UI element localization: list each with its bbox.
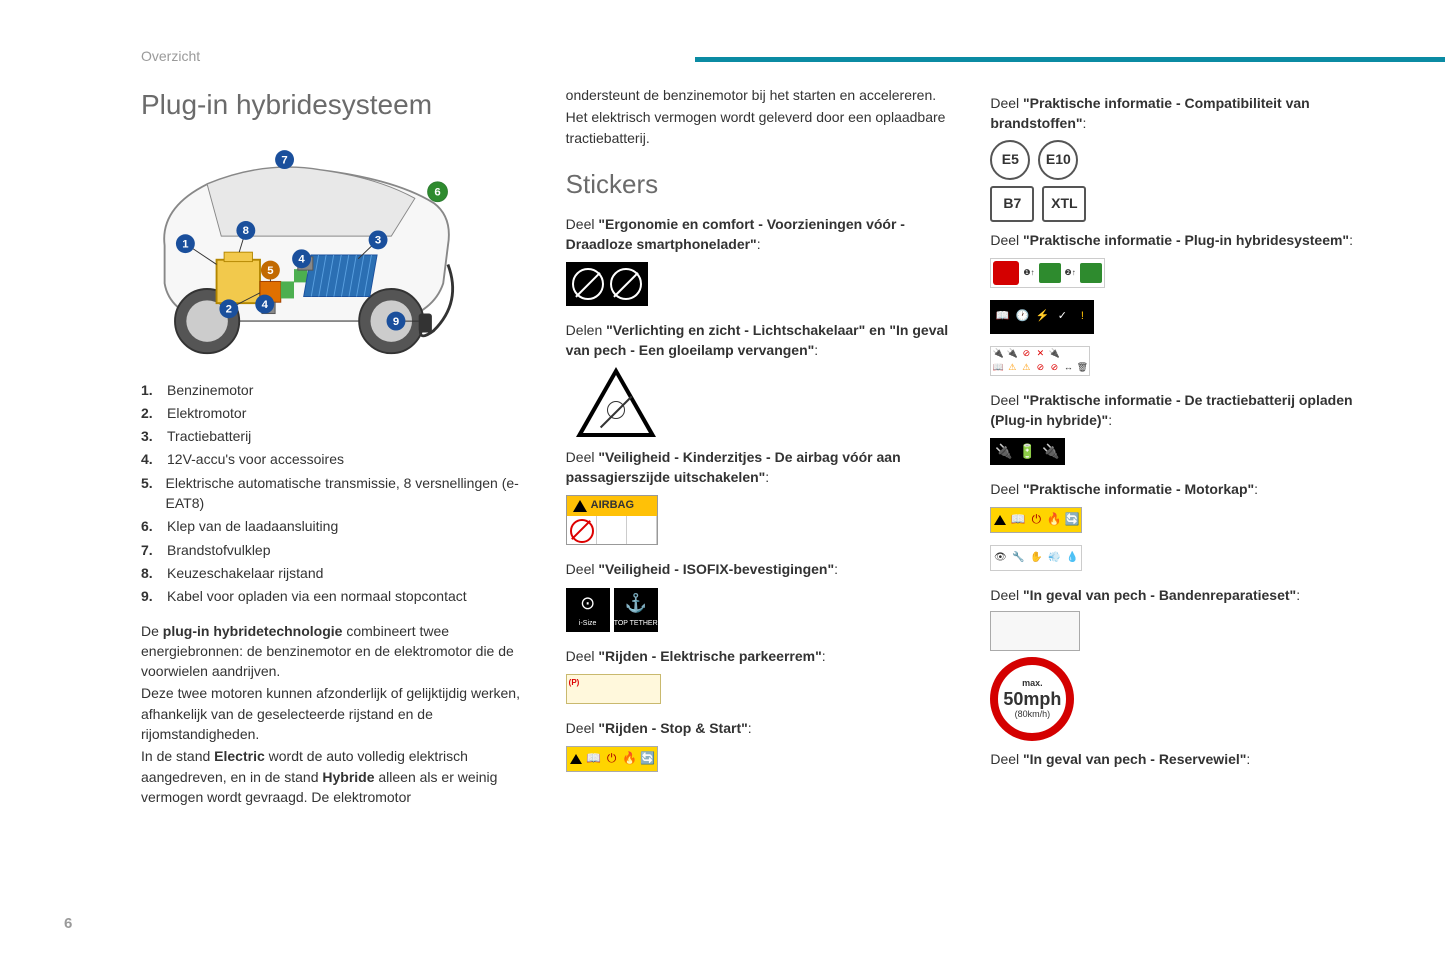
prohibit-icon bbox=[610, 268, 642, 300]
part-9: 9.Kabel voor opladen via een normaal sto… bbox=[141, 586, 536, 606]
fuel-e10-icon: E10 bbox=[1038, 140, 1078, 180]
svg-text:6: 6 bbox=[434, 186, 440, 198]
isofix-isize: ⊙i-Size bbox=[566, 588, 610, 632]
sticker-airbag: AIRBAG bbox=[566, 495, 658, 545]
part-6: 6.Klep van de laadaansluiting bbox=[141, 516, 536, 536]
callout-3: 3 bbox=[369, 230, 388, 249]
page-number: 6 bbox=[64, 913, 72, 935]
ref-parking-brake: Deel "Rijden - Elektrische parkeerrem": bbox=[566, 646, 961, 666]
sticker-phev-1: ❶↑ ❷↑ bbox=[990, 258, 1104, 288]
ref-fuel-compat: Deel "Praktische informatie - Compatibil… bbox=[990, 93, 1385, 134]
callout-5: 5 bbox=[261, 260, 280, 279]
part-7: 7.Brandstofvulklep bbox=[141, 540, 536, 560]
svg-text:8: 8 bbox=[243, 225, 249, 237]
sticker-stop-start: 📖 ⏻ 🔥 🔄 bbox=[566, 746, 658, 772]
content-columns: Plug-in hybridesysteem bbox=[141, 85, 1385, 809]
part-5: 5.Elektrische automatische transmissie, … bbox=[141, 473, 536, 514]
svg-text:4: 4 bbox=[298, 253, 305, 265]
callout-4a: 4 bbox=[292, 249, 311, 268]
fuel-badges-row1: E5 E10 bbox=[990, 140, 1385, 180]
fuel-xtl-icon: XTL bbox=[1042, 186, 1086, 222]
vehicle-diagram-svg: 1 2 3 4 4 5 6 7 8 9 bbox=[141, 140, 481, 370]
svg-text:5: 5 bbox=[267, 264, 273, 276]
ref-spare-wheel: Deel "In geval van pech - Reservewiel": bbox=[990, 749, 1385, 769]
svg-text:4: 4 bbox=[262, 298, 269, 310]
sticker-tire-kit bbox=[990, 611, 1080, 651]
prohibit-icon bbox=[572, 268, 604, 300]
svg-text:9: 9 bbox=[393, 315, 399, 327]
para-1: De plug-in hybridetechnologie combineert… bbox=[141, 621, 536, 682]
callout-2: 2 bbox=[219, 299, 238, 318]
section-label: Overzicht bbox=[141, 46, 200, 66]
part-2: 2.Elektromotor bbox=[141, 403, 536, 423]
vehicle-diagram: 1 2 3 4 4 5 6 7 8 9 bbox=[141, 140, 481, 370]
ref-wireless-charger: Deel "Ergonomie en comfort - Voorziening… bbox=[566, 214, 961, 255]
part-4: 4.12V-accu's voor accessoires bbox=[141, 449, 536, 469]
sticker-charging: 🔌🔋🔌 bbox=[990, 438, 1064, 464]
sticker-bonnet-1: 📖 ⏻ 🔥 🔄 bbox=[990, 507, 1082, 533]
fuel-badges-row2: B7 XTL bbox=[990, 186, 1385, 222]
para-3: In de stand Electric wordt de auto volle… bbox=[141, 746, 536, 807]
callout-7: 7 bbox=[275, 150, 294, 169]
fuel-b7-icon: B7 bbox=[990, 186, 1034, 222]
warning-triangle-icon bbox=[573, 500, 587, 512]
ref-airbag: Deel "Veiligheid - Kinderzitjes - De air… bbox=[566, 447, 961, 488]
part-3: 3.Tractiebatterij bbox=[141, 426, 536, 446]
column-3: Deel "Praktische informatie - Compatibil… bbox=[990, 85, 1385, 809]
callout-4b: 4 bbox=[255, 294, 274, 313]
heading-hybrid: Plug-in hybridesysteem bbox=[141, 85, 536, 126]
callout-6: 6 bbox=[428, 182, 447, 201]
speed-limit-sign: max. 50mph (80km/h) bbox=[990, 657, 1074, 741]
sticker-isofix: ⊙i-Size ⚓TOP TETHER bbox=[566, 588, 658, 632]
header-accent-bar bbox=[695, 57, 1445, 62]
callout-9: 9 bbox=[387, 311, 406, 330]
sticker-parking-brake: (P) bbox=[566, 674, 661, 704]
column-1: Plug-in hybridesysteem bbox=[141, 85, 536, 809]
callout-1: 1 bbox=[176, 234, 195, 253]
svg-text:1: 1 bbox=[182, 238, 188, 250]
callout-8: 8 bbox=[236, 221, 255, 240]
sticker-phev-3: 🔌🔌⊘ ✕🔌 📖⚠⚠ ⊘⊘ ↔🗑 bbox=[990, 346, 1090, 376]
ref-isofix: Deel "Veiligheid - ISOFIX-bevestigingen"… bbox=[566, 559, 961, 579]
ref-lighting: Delen "Verlichting en zicht - Lichtschak… bbox=[566, 320, 961, 361]
sticker-wireless-charger bbox=[566, 262, 648, 306]
part-8: 8.Keuzeschakelaar rijstand bbox=[141, 563, 536, 583]
ref-tire-kit: Deel "In geval van pech - Bandenreparati… bbox=[990, 585, 1385, 605]
para-cont-1: ondersteunt de benzinemotor bij het star… bbox=[566, 85, 961, 105]
airbag-cell bbox=[597, 516, 627, 544]
column-2: ondersteunt de benzinemotor bij het star… bbox=[566, 85, 961, 809]
sticker-bulb-warning bbox=[576, 367, 656, 437]
svg-text:3: 3 bbox=[375, 234, 381, 246]
para-cont-2: Het elektrisch vermogen wordt geleverd d… bbox=[566, 107, 961, 148]
para-2: Deze twee motoren kunnen afzonderlijk of… bbox=[141, 683, 536, 744]
heading-stickers: Stickers bbox=[566, 166, 961, 204]
parts-list: 1.Benzinemotor 2.Elektromotor 3.Tractieb… bbox=[141, 380, 536, 607]
svg-text:7: 7 bbox=[281, 154, 287, 166]
sticker-phev-2: 📖🕐⚡✓! bbox=[990, 300, 1094, 334]
ref-phev-info: Deel "Praktische informatie - Plug-in hy… bbox=[990, 230, 1385, 250]
sticker-bonnet-2: 👁🔧✋💨💧 bbox=[990, 545, 1082, 571]
ref-charging: Deel "Praktische informatie - De tractie… bbox=[990, 390, 1385, 431]
svg-text:2: 2 bbox=[226, 303, 232, 315]
ref-bonnet: Deel "Praktische informatie - Motorkap": bbox=[990, 479, 1385, 499]
ref-stop-start: Deel "Rijden - Stop & Start": bbox=[566, 718, 961, 738]
isofix-toptether: ⚓TOP TETHER bbox=[614, 588, 658, 632]
airbag-cell-prohibit bbox=[567, 516, 597, 544]
airbag-cell bbox=[627, 516, 657, 544]
part-1: 1.Benzinemotor bbox=[141, 380, 536, 400]
fuel-e5-icon: E5 bbox=[990, 140, 1030, 180]
